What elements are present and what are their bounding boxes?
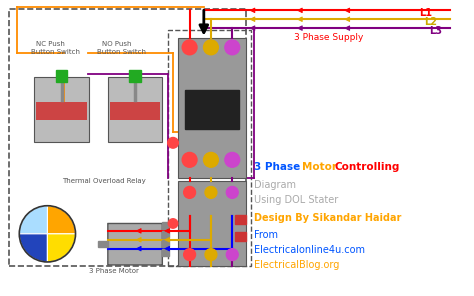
Circle shape bbox=[205, 186, 217, 198]
Circle shape bbox=[225, 152, 240, 167]
Text: Button Switch: Button Switch bbox=[97, 49, 146, 55]
Text: L3: L3 bbox=[429, 26, 442, 36]
Circle shape bbox=[227, 186, 238, 198]
Text: Thermal Overload Relay: Thermal Overload Relay bbox=[62, 178, 146, 184]
Text: 3 Phase: 3 Phase bbox=[254, 162, 300, 172]
Wedge shape bbox=[47, 234, 75, 262]
Bar bbox=[162, 249, 169, 256]
Text: NC Push: NC Push bbox=[36, 41, 64, 47]
Text: ElectricalBlog.org: ElectricalBlog.org bbox=[254, 260, 339, 270]
Bar bbox=[129, 70, 141, 82]
Circle shape bbox=[184, 186, 195, 198]
Text: Electricalonline4u.com: Electricalonline4u.com bbox=[254, 245, 365, 255]
Text: From: From bbox=[254, 230, 278, 240]
Text: NO Push: NO Push bbox=[102, 41, 131, 47]
Bar bbox=[56, 70, 67, 82]
Circle shape bbox=[182, 152, 197, 167]
Text: Button Switch: Button Switch bbox=[31, 49, 80, 55]
FancyBboxPatch shape bbox=[178, 181, 246, 266]
Text: 3 Phase Motor: 3 Phase Motor bbox=[89, 268, 139, 274]
FancyBboxPatch shape bbox=[36, 102, 87, 120]
Bar bbox=[235, 232, 246, 241]
Text: Controlling: Controlling bbox=[334, 162, 400, 172]
Wedge shape bbox=[47, 206, 75, 234]
Text: L2: L2 bbox=[424, 17, 437, 27]
FancyBboxPatch shape bbox=[110, 102, 160, 120]
FancyBboxPatch shape bbox=[178, 38, 246, 178]
Bar bbox=[162, 231, 169, 238]
Circle shape bbox=[203, 152, 219, 167]
Bar bbox=[235, 215, 246, 224]
Circle shape bbox=[184, 249, 195, 260]
Circle shape bbox=[182, 40, 197, 55]
Text: 3 Phase Supply: 3 Phase Supply bbox=[294, 33, 363, 41]
Text: Using DOL Stater: Using DOL Stater bbox=[254, 195, 338, 205]
FancyBboxPatch shape bbox=[108, 77, 162, 142]
Bar bbox=[162, 222, 169, 229]
Text: Design By Sikandar Haidar: Design By Sikandar Haidar bbox=[254, 213, 401, 223]
Text: Contactor: Contactor bbox=[187, 117, 221, 123]
Bar bbox=[99, 241, 108, 247]
Circle shape bbox=[168, 219, 178, 228]
Bar bbox=[185, 90, 239, 129]
Text: L1: L1 bbox=[419, 8, 432, 18]
Wedge shape bbox=[19, 234, 47, 262]
FancyBboxPatch shape bbox=[35, 77, 89, 142]
Text: Diagram: Diagram bbox=[254, 180, 296, 190]
FancyBboxPatch shape bbox=[108, 223, 163, 265]
Wedge shape bbox=[19, 206, 47, 234]
Circle shape bbox=[225, 40, 240, 55]
Text: Motor: Motor bbox=[302, 162, 337, 172]
Circle shape bbox=[168, 137, 178, 148]
Circle shape bbox=[203, 40, 219, 55]
Bar bbox=[162, 240, 169, 247]
Circle shape bbox=[227, 249, 238, 260]
Circle shape bbox=[205, 249, 217, 260]
